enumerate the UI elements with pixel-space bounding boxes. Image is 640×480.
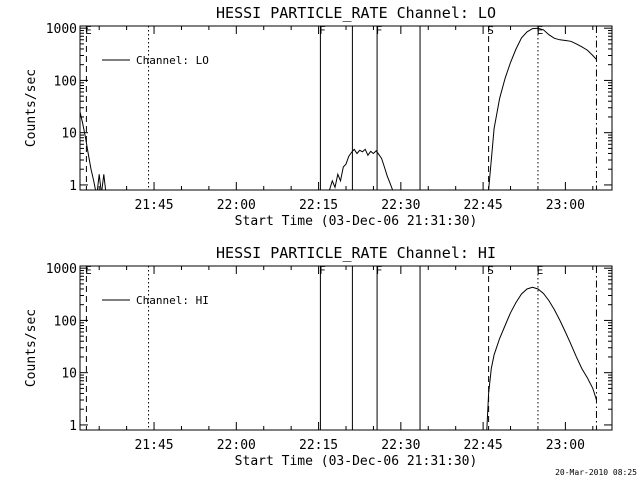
event-marker-label-lo: E [537, 24, 544, 37]
y-tick-label-lo: 10 [61, 127, 77, 142]
x-tick-label-lo: 21:45 [134, 198, 173, 213]
event-marker-label-hi: F [376, 264, 383, 277]
series-line-lo [329, 148, 394, 191]
event-marker-label-lo: F [319, 24, 326, 37]
y-axis-label-lo: Counts/sec [24, 69, 39, 147]
x-tick-label-hi: 22:15 [299, 438, 338, 453]
x-tick-label-hi: 21:45 [134, 438, 173, 453]
y-tick-label-lo: 100 [54, 74, 77, 89]
x-tick-label-hi: 22:00 [217, 438, 256, 453]
event-marker-label-hi: E [85, 264, 92, 277]
x-tick-label-lo: 23:00 [546, 198, 585, 213]
x-tick-label-hi: 23:00 [546, 438, 585, 453]
chart-title-lo: HESSI PARTICLE_RATE Channel: LO [216, 4, 496, 22]
x-tick-label-lo: 22:00 [217, 198, 256, 213]
x-tick-label-hi: 22:30 [381, 438, 420, 453]
chart-panel-lo: HESSI PARTICLE_RATE Channel: LO 1 10 100 100… [24, 4, 613, 229]
chart-panel-hi: HESSI PARTICLE_RATE Channel: HI 1 10 100 100… [24, 244, 613, 469]
event-marker-label-lo: F [376, 24, 383, 37]
event-marker-label-hi: E [537, 264, 544, 277]
y-tick-label-hi: 100 [54, 314, 77, 329]
y-tick-label-lo: 1 [69, 179, 77, 194]
y-tick-label-hi: 10 [61, 367, 77, 382]
y-tick-label-hi: 1000 [46, 262, 77, 277]
event-marker-label-lo: S [487, 24, 494, 37]
legend-label-lo: Channel: LO [136, 54, 209, 67]
y-axis-label-hi: Counts/sec [24, 309, 39, 387]
series-line-lo [79, 111, 96, 191]
plot-frame-lo [79, 25, 613, 191]
series-line-hi [486, 286, 597, 431]
x-axis-label-lo: Start Time (03-Dec-06 21:31:30) [235, 214, 478, 229]
y-tick-label-lo: 1000 [46, 22, 77, 37]
plot-frame-hi [79, 265, 613, 431]
x-tick-label-lo: 22:15 [299, 198, 338, 213]
x-axis-label-hi: Start Time (03-Dec-06 21:31:30) [235, 454, 478, 469]
series-line-lo [96, 174, 102, 191]
event-marker-label-lo: E [85, 24, 92, 37]
series-line-lo [101, 174, 107, 191]
legend-label-hi: Channel: HI [136, 294, 209, 307]
series-line-lo [488, 27, 597, 191]
x-tick-label-hi: 22:45 [464, 438, 503, 453]
x-tick-label-lo: 22:30 [381, 198, 420, 213]
y-tick-label-hi: 1 [69, 419, 77, 434]
event-marker-label-hi: S [487, 264, 494, 277]
footer-timestamp: 20-Mar-2010 08:25 [555, 468, 637, 477]
event-marker-label-hi: F [319, 264, 326, 277]
x-tick-label-lo: 22:45 [464, 198, 503, 213]
chart-title-hi: HESSI PARTICLE_RATE Channel: HI [216, 244, 496, 262]
